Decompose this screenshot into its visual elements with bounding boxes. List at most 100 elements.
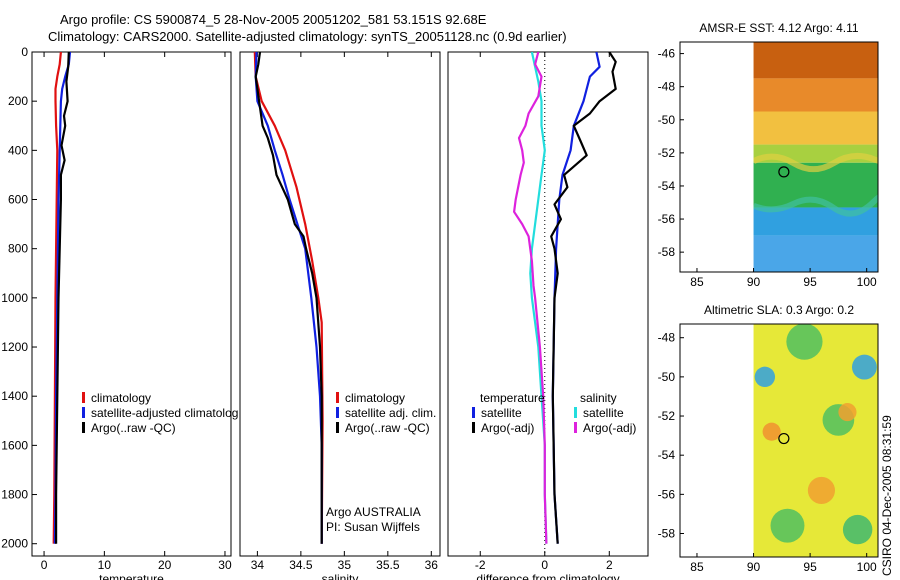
y-tick-label: 400 [8,143,28,157]
x-tick-label: 0 [41,558,48,572]
temp-legend-entry-swatch [82,422,85,433]
map-y-tick-label: -48 [658,80,676,94]
y-tick-label: 2000 [1,537,28,551]
x-tick-label: 2 [606,558,613,572]
temp-legend-entry-swatch [82,407,85,418]
sal-legend-entry-label: Argo(..raw -QC) [345,421,430,435]
temp-legend-entry-swatch [82,392,85,403]
sst-map-title: AMSR-E SST: 4.12 Argo: 4.11 [699,21,859,35]
y-tick-label: 1800 [1,488,28,502]
map-x-tick-label: 95 [803,560,817,574]
sal-legend-entry-label: climatology [345,391,405,405]
sal-legend-entry-label: satellite adj. clim. [345,406,436,420]
temperature-panel-series [52,52,72,544]
series-line [254,52,323,544]
sla-blob [851,354,877,380]
series-line [253,52,324,544]
map-y-tick-label: -46 [658,47,676,61]
map-y-tick-label: -54 [658,179,676,193]
map-x-tick-label: 85 [690,275,704,289]
diff-legend-title-temperature: temperature [480,391,545,405]
x-tick-label: 34.5 [289,558,313,572]
sst-map-field [753,42,878,272]
sla-blob [762,422,781,441]
y-tick-label: 200 [8,94,28,108]
sla-blob [842,514,873,545]
temp-legend-entry-label: Argo(..raw -QC) [91,421,176,435]
y-tick-label: 0 [21,45,28,59]
y-tick-label: 1000 [1,291,28,305]
x-axis-label: temperature [99,572,164,580]
sst-map-frame [679,41,879,273]
y-tick-label: 800 [8,242,28,256]
sst-front [753,194,878,217]
x-axis-label: salinity [322,572,359,580]
sal-legend-entry-swatch [336,422,339,433]
difference-panel-series [513,52,617,544]
diff-legend-temp-entry-swatch [472,407,475,418]
map-x-tick-label: 100 [857,560,877,574]
y-tick-label: 1600 [1,438,28,452]
x-tick-label: -2 [475,558,486,572]
x-tick-label: 0 [541,558,548,572]
map-x-tick-label: 85 [690,560,704,574]
x-tick-label: 10 [98,558,112,572]
sla-blob [770,508,805,543]
salinity-panel-frame [239,51,441,557]
diff-legend-sal-entry-swatch [574,407,577,418]
diff-legend-title-salinity: salinity [580,391,617,405]
diff-legend-temp-entry-swatch [472,422,475,433]
map-x-tick-label: 100 [857,275,877,289]
sst-band [753,111,878,145]
diff-legend-sal-entry-label: satellite [583,406,624,420]
float-annotation: Argo AUSTRALIA [326,505,421,519]
temperature-panel-frame [31,51,232,557]
sst-front [753,152,878,173]
difference-panel-frame [447,51,649,557]
map-y-tick-label: -58 [658,245,676,259]
sla-blob [786,324,823,360]
temp-legend-entry-label: satellite-adjusted climatolog [91,406,238,420]
sst-band [753,235,878,272]
sla-map-field [753,324,878,557]
temp-legend-entry-label: climatology [91,391,151,405]
series-line [52,52,62,544]
float-position-marker [778,432,790,445]
pi-annotation: PI: Susan Wijffels [326,520,420,534]
series-line [53,52,72,544]
map-y-tick-label: -52 [658,146,676,160]
sla-blob [754,366,776,388]
map-x-tick-label: 90 [747,560,761,574]
figure-title-line2: Climatology: CARS2000. Satellite-adjuste… [48,29,567,44]
float-position-marker [778,166,790,178]
sst-band [753,42,878,79]
map-y-tick-label: -56 [658,212,676,226]
x-tick-label: 35 [338,558,352,572]
map-y-tick-label: -50 [658,113,676,127]
x-tick-label: 30 [218,558,232,572]
y-tick-label: 600 [8,193,28,207]
sla-blob [838,403,857,422]
map-y-tick-label: -56 [658,487,676,501]
sla-map-title: Altimetric SLA: 0.3 Argo: 0.2 [704,303,854,317]
series-line [529,52,548,544]
diff-legend-temp-entry-label: Argo(-adj) [481,421,534,435]
sla-map-frame [679,323,879,558]
series-line [513,52,548,544]
map-y-tick-label: -48 [658,331,676,345]
sal-legend-entry-swatch [336,392,339,403]
series-line [55,52,70,544]
x-axis-label: difference from climatology [476,572,619,580]
map-x-tick-label: 95 [803,275,817,289]
x-tick-label: 34 [251,558,265,572]
x-tick-label: 36 [425,558,439,572]
y-tick-label: 1200 [1,340,28,354]
map-y-tick-label: -58 [658,527,676,541]
diff-legend-temp-entry-label: satellite [481,406,522,420]
map-y-tick-label: -52 [658,409,676,423]
y-tick-label: 1400 [1,389,28,403]
sla-blob [807,476,836,505]
map-x-tick-label: 90 [747,275,761,289]
